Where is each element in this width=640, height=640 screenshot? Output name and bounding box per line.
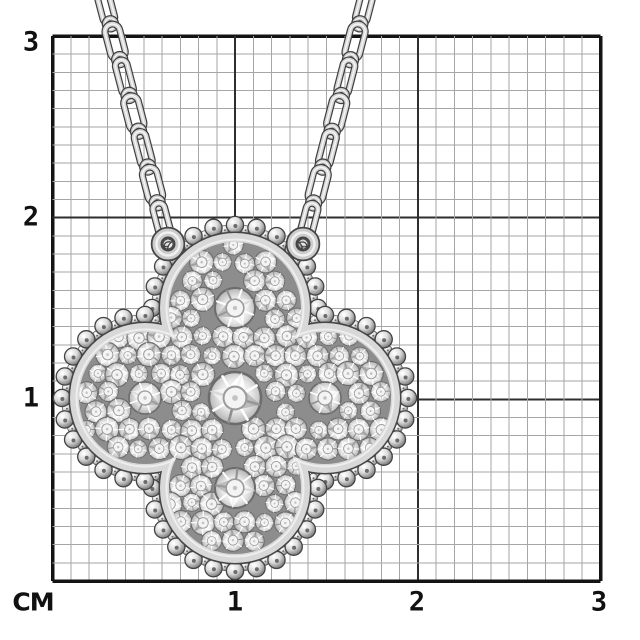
attachment-ring	[285, 226, 321, 262]
pave-diamonds	[79, 242, 391, 554]
y-axis-tick-3: 3	[22, 26, 40, 58]
bead	[398, 388, 418, 408]
bead	[135, 305, 155, 325]
y-axis-tick-1: 1	[22, 382, 40, 414]
unit-label-cm: СМ	[12, 587, 54, 617]
bead	[135, 471, 155, 491]
bead	[52, 388, 72, 408]
bead	[225, 215, 245, 235]
x-axis-tick-3: 3	[590, 586, 608, 618]
x-axis-tick-1: 1	[226, 586, 244, 618]
attachment-ring	[150, 226, 186, 262]
x-axis-tick-2: 2	[408, 586, 426, 618]
y-axis-tick-2: 2	[22, 201, 40, 233]
bead	[315, 305, 335, 325]
bead	[308, 478, 328, 498]
bead	[225, 561, 245, 581]
pave-diamond	[316, 437, 340, 461]
pave-diamond	[326, 417, 350, 441]
